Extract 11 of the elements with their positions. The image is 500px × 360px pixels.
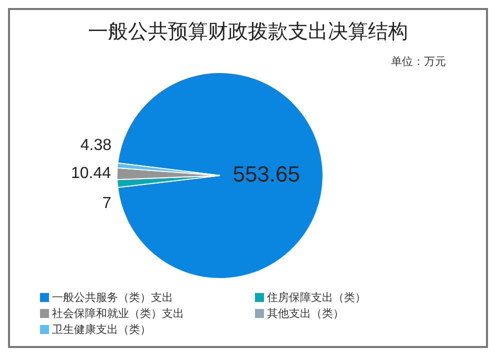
- chart-title: 一般公共预算财政拨款支出决算结构: [87, 18, 409, 45]
- data-label: 10.44: [70, 165, 112, 182]
- text: 单位：万元: [391, 54, 446, 69]
- legend-label: 其他支出（类）: [267, 306, 344, 321]
- data-label: 7: [102, 194, 112, 212]
- data-label: 553.65: [232, 162, 300, 187]
- legend-label: 社会保障和就业（类）支出: [52, 306, 184, 321]
- data-label: 4.38: [80, 136, 112, 154]
- legend-label: 一般公共服务（类）支出: [52, 290, 173, 305]
- legend-label: 住房保障支出（类）: [267, 290, 366, 305]
- legend-label: 卫生健康支出（类）: [52, 322, 151, 337]
